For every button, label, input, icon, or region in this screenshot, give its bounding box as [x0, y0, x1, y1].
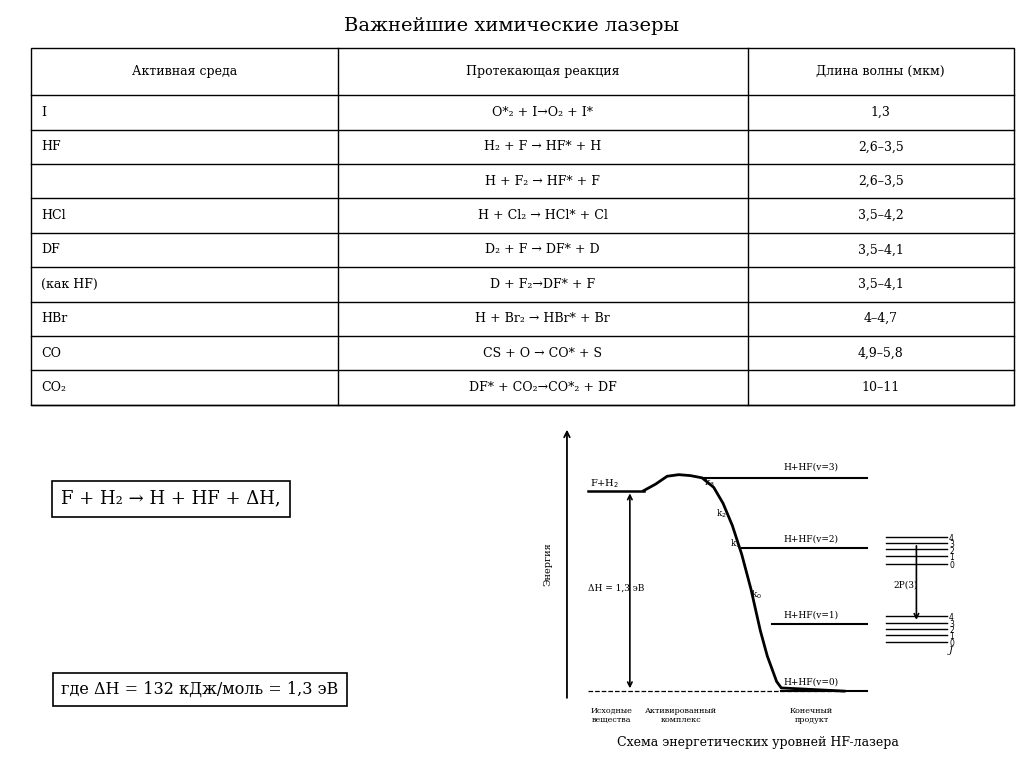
Text: H+HF(v=0): H+HF(v=0) — [783, 678, 839, 686]
Text: Длина волны (мкм): Длина волны (мкм) — [816, 65, 945, 78]
Text: Активированный
комплекс: Активированный комплекс — [645, 707, 717, 724]
Text: Конечный
продукт: Конечный продукт — [790, 707, 834, 724]
Text: F+H$_2$: F+H$_2$ — [590, 477, 620, 489]
Text: где ΔH = 132 кДж/моль = 1,3 эВ: где ΔH = 132 кДж/моль = 1,3 эВ — [61, 681, 339, 698]
Text: 1: 1 — [949, 633, 953, 641]
Text: H+HF(v=2): H+HF(v=2) — [783, 535, 839, 544]
Text: k$_2$: k$_2$ — [716, 507, 727, 519]
Text: HBr: HBr — [41, 312, 68, 325]
Text: 2P(3): 2P(3) — [893, 581, 918, 590]
Text: ΔH = 1,3 эВ: ΔH = 1,3 эВ — [588, 584, 644, 593]
Text: 3: 3 — [949, 620, 954, 629]
Text: 2: 2 — [949, 547, 953, 555]
Text: DF* + CO₂→CO*₂ + DF: DF* + CO₂→CO*₂ + DF — [469, 381, 616, 394]
Text: 0: 0 — [949, 639, 954, 648]
Bar — [31, 48, 1014, 405]
Text: 2: 2 — [949, 626, 953, 635]
Text: 3: 3 — [949, 540, 954, 549]
Text: 4: 4 — [949, 614, 954, 622]
Text: 4: 4 — [949, 534, 954, 543]
Text: H+HF(v=1): H+HF(v=1) — [783, 611, 839, 620]
Text: CO₂: CO₂ — [41, 381, 66, 394]
Text: 2,6–3,5: 2,6–3,5 — [858, 175, 903, 188]
Text: 1,3: 1,3 — [870, 106, 891, 119]
Text: HCl: HCl — [41, 209, 66, 222]
Text: Важнейшие химические лазеры: Важнейшие химические лазеры — [344, 17, 680, 35]
Text: 10–11: 10–11 — [861, 381, 900, 394]
Text: Энергия: Энергия — [544, 542, 553, 586]
Text: 3,5–4,1: 3,5–4,1 — [858, 243, 903, 256]
Text: 1: 1 — [949, 553, 953, 562]
Text: D₂ + F → DF* + D: D₂ + F → DF* + D — [485, 243, 600, 256]
Text: (как HF): (как HF) — [41, 278, 97, 291]
Text: 4–4,7: 4–4,7 — [863, 312, 898, 325]
Text: D + F₂→DF* + F: D + F₂→DF* + F — [490, 278, 595, 291]
Text: k$_3$: k$_3$ — [705, 477, 716, 489]
Text: HF: HF — [41, 140, 60, 153]
Text: H + Cl₂ → HCl* + Cl: H + Cl₂ → HCl* + Cl — [478, 209, 607, 222]
Text: H+HF(v=3): H+HF(v=3) — [783, 463, 839, 472]
Text: J: J — [949, 646, 953, 655]
Text: I: I — [41, 106, 46, 119]
Text: Схема энергетических уровней HF-лазера: Схема энергетических уровней HF-лазера — [616, 736, 899, 749]
Text: DF: DF — [41, 243, 59, 256]
Text: 3,5–4,1: 3,5–4,1 — [858, 278, 903, 291]
Text: F + H₂ → H + HF + ΔH,: F + H₂ → H + HF + ΔH, — [61, 490, 281, 508]
Text: Исходные
вещества: Исходные вещества — [590, 707, 632, 724]
Text: H₂ + F → HF* + H: H₂ + F → HF* + H — [484, 140, 601, 153]
Text: Активная среда: Активная среда — [132, 65, 237, 78]
Text: k$_0$: k$_0$ — [751, 588, 762, 601]
Text: H + F₂ → HF* + F: H + F₂ → HF* + F — [485, 175, 600, 188]
Text: 3,5–4,2: 3,5–4,2 — [858, 209, 903, 222]
Text: Протекающая реакция: Протекающая реакция — [466, 65, 620, 78]
Text: 0: 0 — [949, 561, 954, 570]
Text: H + Br₂ → HBr* + Br: H + Br₂ → HBr* + Br — [475, 312, 610, 325]
Text: CS + O → CO* + S: CS + O → CO* + S — [483, 347, 602, 360]
Text: CO: CO — [41, 347, 61, 360]
Text: 4,9–5,8: 4,9–5,8 — [858, 347, 903, 360]
Text: k$_1$: k$_1$ — [730, 537, 741, 550]
Text: O*₂ + I→O₂ + I*: O*₂ + I→O₂ + I* — [493, 106, 593, 119]
Text: 2,6–3,5: 2,6–3,5 — [858, 140, 903, 153]
